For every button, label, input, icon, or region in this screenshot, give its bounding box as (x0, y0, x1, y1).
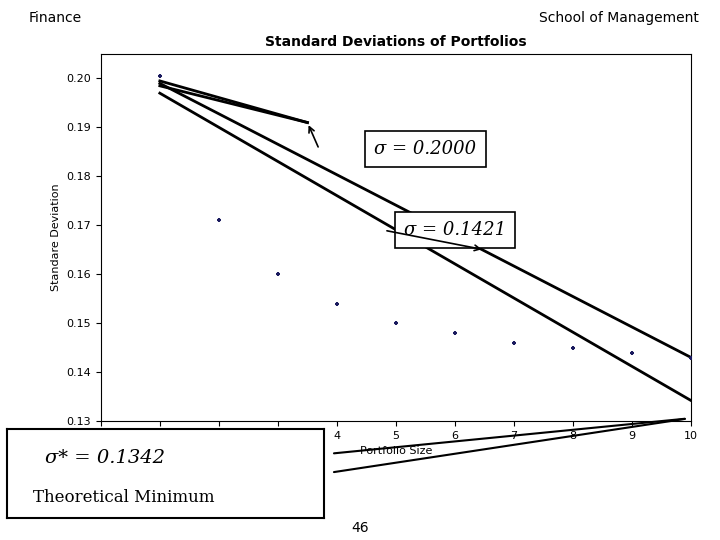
Text: School of Management: School of Management (539, 11, 698, 25)
Text: σ = 0.1421: σ = 0.1421 (404, 221, 506, 239)
Point (685, 353, 697, 362)
Point (449, 329, 461, 338)
Title: Standard Deviations of Portfolios: Standard Deviations of Portfolios (265, 35, 527, 49)
Text: Theoretical Minimum: Theoretical Minimum (32, 489, 214, 507)
Point (508, 339, 520, 347)
X-axis label: Portfolio Size: Portfolio Size (360, 447, 432, 456)
Point (626, 348, 638, 357)
Point (331, 299, 343, 308)
Text: 46: 46 (351, 521, 369, 535)
Text: σ* = 0.1342: σ* = 0.1342 (45, 449, 165, 467)
Point (272, 270, 284, 279)
Y-axis label: Standare Deviation: Standare Deviation (51, 184, 60, 292)
Point (567, 343, 579, 352)
Text: Finance: Finance (29, 11, 82, 25)
Point (213, 216, 225, 225)
Point (154, 72, 166, 80)
Text: σ = 0.2000: σ = 0.2000 (374, 140, 477, 158)
Point (390, 319, 402, 328)
